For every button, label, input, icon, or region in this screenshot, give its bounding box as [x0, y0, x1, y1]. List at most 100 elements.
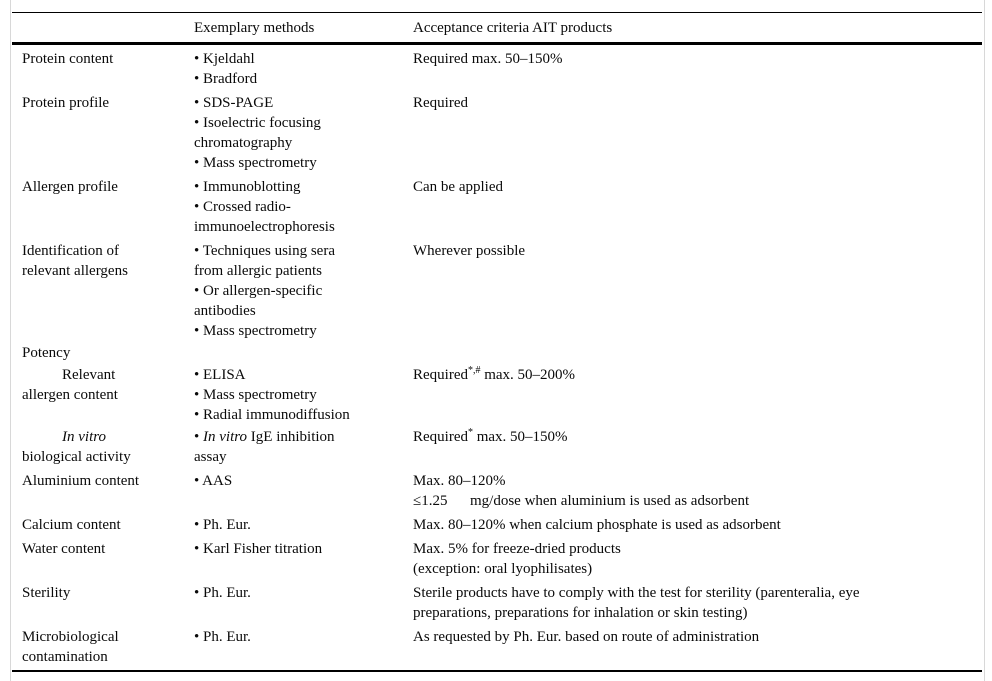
- text-line: Allergen profile: [22, 179, 118, 195]
- methods-cell: • Ph. Eur.: [194, 511, 413, 535]
- criteria-cell: Required*,# max. 50–200%: [413, 363, 982, 425]
- criteria-cell: Required max. 50–150%: [413, 44, 982, 90]
- methods-cell: • Immunoblotting • Crossed radio-immunoel…: [194, 173, 413, 237]
- methods-cell: • In vitro IgE inhibition assay: [194, 425, 413, 467]
- text-line: Max. 80–120% when calcium phosphate is u…: [413, 517, 781, 533]
- text-line: Wherever possible: [413, 243, 526, 259]
- methods-cell: • Karl Fisher titration: [194, 535, 413, 579]
- text-line: relevant allergens: [22, 263, 128, 279]
- criteria-cell: Required* max. 50–150%: [413, 425, 982, 467]
- test-name-cell: Identification of relevant allergens: [12, 237, 194, 341]
- table-row: Allergen profile • Immunoblotting • Crosse…: [12, 173, 982, 237]
- table-row: Relevant allergen content • ELISA • Mass sp…: [12, 363, 982, 425]
- criteria-cell: Max. 80–120% when calcium phosphate is u…: [413, 511, 982, 535]
- test-name-cell: Sterility: [12, 579, 194, 623]
- table-row: Calcium content • Ph. Eur. Max. 80–120% wh…: [12, 511, 982, 535]
- text-line: As requested by Ph. Eur. based on route …: [413, 629, 760, 645]
- methods-cell: • Techniques using sera from allergic pat…: [194, 237, 413, 341]
- text-line: Aluminium content: [22, 473, 140, 489]
- text-line: Required max. 50–150%: [413, 51, 563, 67]
- text-line: • Techniques using sera: [194, 243, 335, 259]
- table-row: Protein content • Kjeldahl • Bradford Requi…: [12, 44, 982, 90]
- test-name-cell: Protein content: [12, 44, 194, 90]
- text-line: Max. 80–120%: [413, 473, 506, 489]
- text-line: Relevant: [62, 367, 116, 383]
- methods-cell: • Ph. Eur.: [194, 623, 413, 671]
- text-line: Sterile products have to comply with the…: [413, 585, 860, 601]
- text-line: Microbiological: [22, 629, 119, 645]
- table-row: Identification of relevant allergens • Tec…: [12, 237, 982, 341]
- criteria-cell: Required: [413, 89, 982, 173]
- criteria-cell: Sterile products have to comply with the…: [413, 579, 982, 623]
- text-line: Protein content: [22, 51, 114, 67]
- text-line: Max. 5% for freeze-dried products: [413, 541, 621, 557]
- text-line: • Crossed radio-: [194, 199, 291, 215]
- text-line: • ELISA: [194, 367, 246, 383]
- test-name-cell: Allergen profile: [12, 173, 194, 237]
- test-name-cell: Calcium content: [12, 511, 194, 535]
- methods-cell: • ELISA • Mass spectrometry • Radial immun…: [194, 363, 413, 425]
- table-row: Potency: [12, 341, 982, 363]
- text-line: Sterility: [22, 585, 71, 601]
- text-line: Required* max. 50–150%: [413, 427, 568, 446]
- text-line: allergen content: [22, 387, 118, 403]
- text-line: ≤1.25 mg/dose when aluminium is used as …: [413, 493, 750, 509]
- header-test-column: [12, 12, 194, 45]
- text-line: Identification of: [22, 243, 120, 259]
- table-row: Sterility • Ph. Eur. Sterile products have…: [12, 579, 982, 623]
- test-name-cell: Potency: [12, 341, 194, 363]
- acceptance-criteria-table: Exemplary methods Acceptance criteria AI…: [12, 12, 982, 672]
- table-row: Aluminium content • AAS Max. 80–120% ≤1.25 …: [12, 467, 982, 511]
- text-line: • Or allergen-specific: [194, 283, 323, 299]
- text-line: • Mass spectrometry: [194, 155, 317, 171]
- text-line: biological activity: [22, 449, 131, 465]
- header-exemplary-methods: Exemplary methods: [194, 12, 413, 45]
- table-row: In vitro biological activity • In vitro Ig…: [12, 425, 982, 467]
- text-line: contamination: [22, 649, 108, 665]
- text-line: Required: [413, 95, 468, 111]
- test-name-cell: Aluminium content: [12, 467, 194, 511]
- text-line: chromatography: [194, 135, 293, 151]
- criteria-cell: Max. 5% for freeze-dried products (except…: [413, 535, 982, 579]
- text-line: immunoelectrophoresis: [194, 219, 335, 235]
- header-row: Exemplary methods Acceptance criteria AI…: [12, 12, 982, 45]
- test-name-cell: In vitro biological activity: [12, 425, 194, 467]
- criteria-cell: Max. 80–120% ≤1.25 mg/dose when aluminium…: [413, 467, 982, 511]
- methods-cell: • AAS: [194, 467, 413, 511]
- test-name-cell: Microbiological contamination: [12, 623, 194, 671]
- text-line: preparations, preparations for inhalatio…: [413, 605, 748, 621]
- text-line: • Ph. Eur.: [194, 629, 251, 645]
- table-row: Microbiological contamination • Ph. Eur. As…: [12, 623, 982, 671]
- text-line: • SDS-PAGE: [194, 95, 274, 111]
- test-name-cell: Protein profile: [12, 89, 194, 173]
- criteria-cell: Can be applied: [413, 173, 982, 237]
- text-line: • Karl Fisher titration: [194, 541, 323, 557]
- text-line: Protein profile: [22, 95, 110, 111]
- text-line: • Ph. Eur.: [194, 517, 251, 533]
- test-name-cell: Relevant allergen content: [12, 363, 194, 425]
- text-line: • Mass spectrometry: [194, 323, 317, 339]
- page-left-edge: [10, 0, 11, 681]
- text-line: Potency: [22, 345, 71, 361]
- text-line: Can be applied: [413, 179, 503, 195]
- text-line: In vitro: [62, 429, 107, 445]
- text-line: • Bradford: [194, 71, 258, 87]
- criteria-cell: As requested by Ph. Eur. based on route …: [413, 623, 982, 671]
- text-line: • Ph. Eur.: [194, 585, 251, 601]
- test-name-cell: Water content: [12, 535, 194, 579]
- text-line: from allergic patients: [194, 263, 323, 279]
- text-line: assay: [194, 449, 227, 465]
- page-right-edge: [984, 0, 985, 681]
- text-line: Water content: [22, 541, 106, 557]
- methods-cell: • Kjeldahl • Bradford: [194, 44, 413, 90]
- methods-cell: • SDS-PAGE • Isoelectric focusing chromato…: [194, 89, 413, 173]
- text-line: • AAS: [194, 473, 233, 489]
- text-line: antibodies: [194, 303, 256, 319]
- criteria-cell: [413, 341, 982, 363]
- text-line: Required*,# max. 50–200%: [413, 365, 576, 384]
- text-line: (exception: oral lyophilisates): [413, 561, 593, 577]
- methods-cell: [194, 341, 413, 363]
- text-line: Calcium content: [22, 517, 121, 533]
- text-line: • In vitro IgE inhibition: [194, 429, 335, 445]
